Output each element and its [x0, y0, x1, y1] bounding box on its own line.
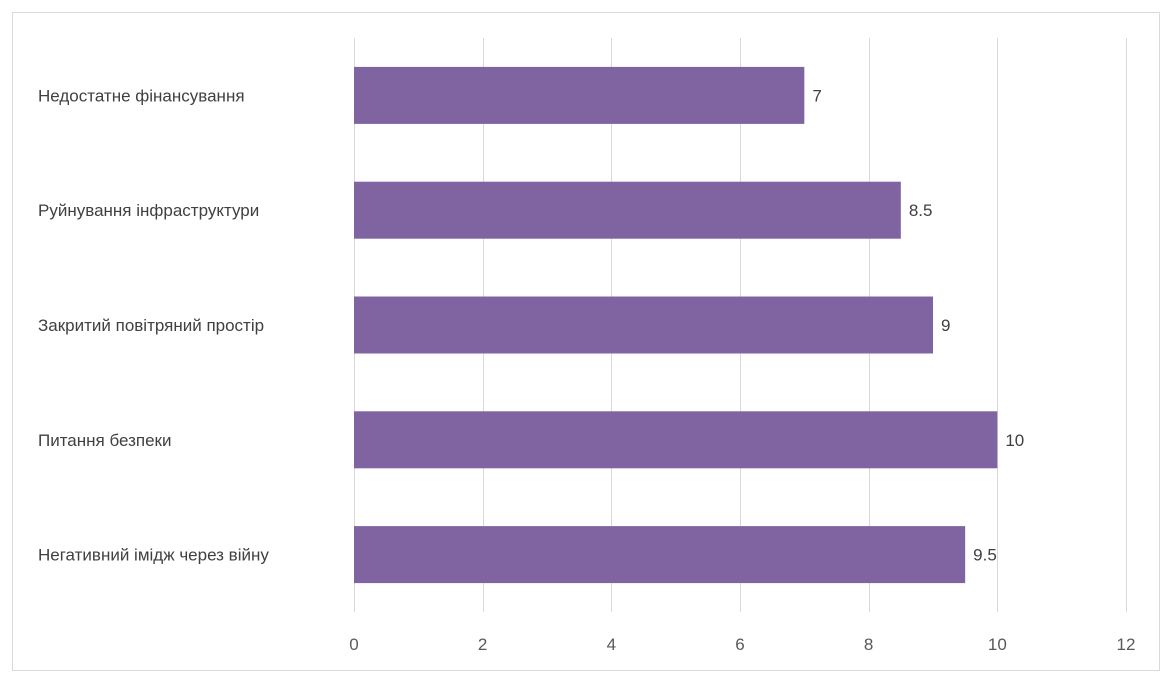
x-tick-label: 12 [1117, 635, 1136, 654]
x-axis-tick-labels: 0 2 4 6 8 10 12 [349, 635, 1135, 654]
data-labels: 7 8.5 9 10 9.5 [812, 86, 1024, 564]
bar [354, 66, 805, 124]
category-label: Питання безпеки [38, 431, 172, 450]
x-tick-label: 2 [478, 635, 487, 654]
category-labels: Недостатне фінансування Руйнування інфрас… [38, 86, 269, 564]
category-label: Недостатне фінансування [38, 86, 245, 105]
data-label: 9 [941, 316, 950, 335]
bars [354, 66, 998, 584]
x-tick-label: 8 [864, 635, 873, 654]
category-label: Негативний імідж через війну [38, 546, 269, 565]
x-tick-label: 4 [607, 635, 616, 654]
bar [354, 296, 933, 354]
data-label: 7 [812, 86, 821, 105]
x-tick-label: 10 [988, 635, 1007, 654]
x-tick-label: 0 [349, 635, 358, 654]
category-label: Руйнування інфраструктури [38, 201, 259, 220]
data-label: 10 [1005, 431, 1024, 450]
bar [354, 526, 966, 584]
category-label: Закритий повітряний простір [38, 316, 264, 335]
x-tick-label: 6 [735, 635, 744, 654]
bar [354, 411, 998, 469]
bar [354, 181, 901, 239]
data-label: 9.5 [973, 546, 997, 565]
data-label: 8.5 [909, 201, 933, 220]
